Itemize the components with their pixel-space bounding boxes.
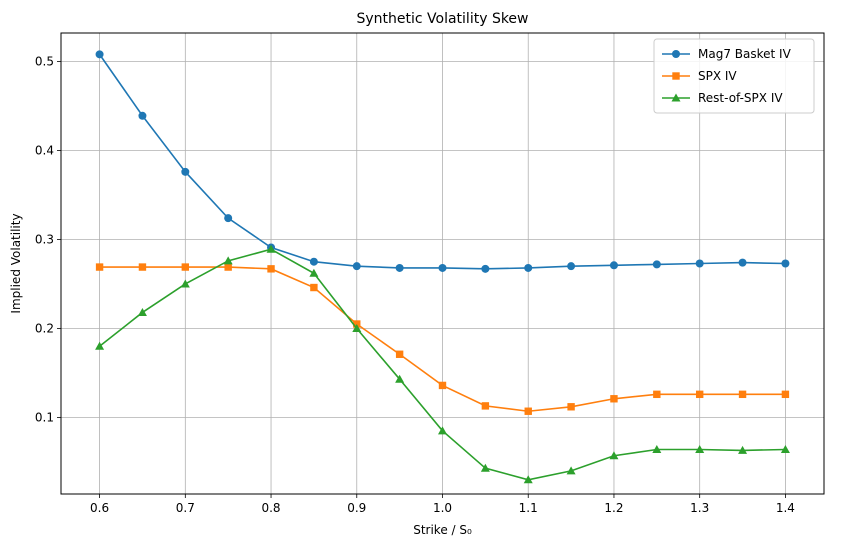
data-point	[309, 268, 319, 277]
data-point	[309, 257, 318, 266]
data-point	[480, 463, 490, 472]
legend-item: Rest-of-SPX IV	[662, 91, 783, 105]
data-point	[738, 445, 748, 454]
data-point	[610, 395, 618, 403]
data-point	[352, 323, 362, 332]
data-point	[652, 260, 661, 269]
data-point	[524, 407, 532, 415]
data-point	[266, 244, 276, 253]
data-point	[609, 451, 619, 460]
data-point	[352, 262, 361, 271]
legend-marker	[672, 72, 680, 80]
data-point	[567, 262, 576, 271]
legend-label: Mag7 Basket IV	[698, 47, 792, 61]
data-point	[781, 390, 790, 399]
y-tick-label: 0.1	[35, 410, 54, 424]
x-tick-label: 0.6	[90, 501, 109, 515]
series-layer	[95, 50, 790, 484]
legend-label: SPX IV	[698, 69, 737, 83]
data-point	[395, 263, 404, 272]
legend-item: SPX IV	[662, 69, 737, 83]
data-point	[567, 403, 575, 411]
y-tick-label: 0.3	[35, 232, 54, 246]
legend-box	[653, 38, 815, 114]
data-point	[566, 466, 576, 475]
x-tick-label: 1.1	[519, 501, 538, 515]
data-point	[653, 390, 661, 399]
data-point	[481, 402, 490, 410]
x-tick-label: 0.8	[261, 501, 280, 515]
data-point	[438, 426, 447, 435]
data-point	[395, 374, 405, 383]
y-tick-label: 0.4	[35, 143, 54, 157]
x-tick-label: 1.2	[604, 501, 623, 515]
series-1	[95, 50, 790, 273]
legend-item: Mag7 Basket IV	[662, 47, 792, 61]
data-point	[738, 390, 747, 399]
data-point	[224, 263, 232, 271]
data-point	[181, 263, 190, 271]
data-point	[523, 475, 533, 484]
data-point	[95, 263, 104, 271]
data-point	[224, 214, 233, 223]
data-point	[181, 167, 190, 176]
legend: Mag7 Basket IV SPX IV Rest-of-SPX IV	[653, 38, 815, 114]
data-point	[780, 445, 790, 454]
data-point	[695, 445, 705, 454]
legend-marker	[671, 93, 681, 102]
data-point	[95, 341, 105, 350]
data-point	[481, 264, 490, 273]
data-point	[395, 350, 404, 358]
x-axis-label: Strike / S₀	[413, 523, 472, 537]
data-point	[695, 259, 704, 268]
axis-ticks: 0.6 0.7 0.8 0.9 1.0 1.1 1.2 1.3 1.4 0.1 0.2 0.3 0.4 0…	[35, 54, 795, 515]
data-point	[310, 283, 318, 292]
x-tick-label: 1.4	[776, 501, 795, 515]
y-axis-label: Implied Volatility	[9, 213, 23, 313]
data-point	[138, 263, 147, 271]
data-point	[180, 279, 190, 288]
data-point	[95, 50, 104, 59]
x-tick-label: 0.9	[347, 501, 366, 515]
data-point	[267, 265, 275, 273]
data-point	[137, 307, 147, 316]
data-point	[438, 381, 447, 390]
y-tick-label: 0.5	[35, 54, 54, 68]
x-tick-label: 1.0	[433, 501, 452, 515]
data-point	[524, 263, 533, 272]
y-tick-label: 0.2	[35, 321, 54, 335]
x-tick-label: 0.7	[176, 501, 195, 515]
legend-label: Rest-of-SPX IV	[698, 91, 783, 105]
data-point	[223, 256, 233, 265]
legend-marker	[672, 50, 680, 58]
data-point	[738, 258, 747, 267]
series-3	[95, 244, 790, 484]
data-point	[781, 259, 790, 268]
data-point	[438, 263, 447, 272]
chart-title: Synthetic Volatility Skew	[356, 11, 528, 27]
data-point	[652, 445, 662, 454]
data-point	[609, 261, 618, 270]
x-tick-label: 1.3	[690, 501, 709, 515]
data-point	[695, 390, 704, 399]
data-point	[138, 111, 147, 120]
